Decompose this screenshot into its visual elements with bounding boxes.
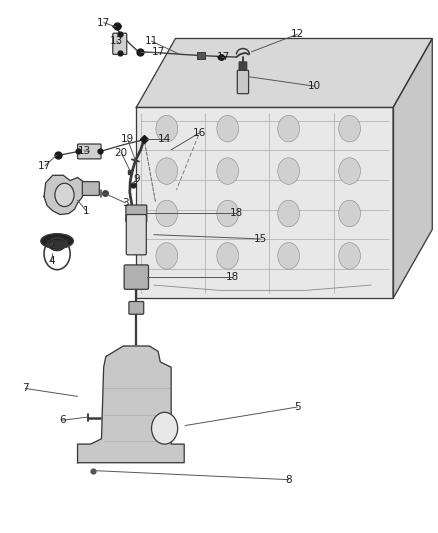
- FancyBboxPatch shape: [126, 205, 147, 222]
- Text: 5: 5: [294, 402, 300, 412]
- Text: 4: 4: [48, 256, 55, 266]
- Text: 17: 17: [97, 18, 110, 28]
- Text: 16: 16: [193, 128, 206, 138]
- Text: 14: 14: [158, 134, 171, 144]
- Polygon shape: [136, 38, 432, 108]
- FancyBboxPatch shape: [124, 265, 148, 289]
- Text: 9: 9: [133, 174, 140, 184]
- Polygon shape: [78, 346, 184, 463]
- Ellipse shape: [41, 233, 74, 248]
- Text: 15: 15: [254, 234, 267, 244]
- Polygon shape: [393, 38, 432, 298]
- Text: 18: 18: [230, 208, 243, 219]
- Text: 10: 10: [308, 81, 321, 91]
- Text: 11: 11: [145, 36, 158, 46]
- Text: 17: 17: [217, 52, 230, 62]
- Text: 17: 17: [38, 161, 52, 171]
- Circle shape: [339, 243, 360, 269]
- Circle shape: [152, 413, 178, 444]
- Text: 13: 13: [110, 36, 124, 46]
- FancyBboxPatch shape: [113, 33, 127, 54]
- Circle shape: [278, 200, 300, 227]
- Circle shape: [217, 200, 239, 227]
- Text: 12: 12: [291, 29, 304, 39]
- Circle shape: [217, 158, 239, 184]
- Circle shape: [339, 158, 360, 184]
- Circle shape: [339, 115, 360, 142]
- FancyBboxPatch shape: [82, 182, 99, 196]
- Text: 19: 19: [121, 134, 134, 144]
- Polygon shape: [136, 108, 393, 298]
- Text: 8: 8: [285, 475, 292, 484]
- Circle shape: [156, 158, 178, 184]
- Polygon shape: [47, 241, 67, 251]
- Text: 6: 6: [59, 415, 66, 425]
- Circle shape: [55, 183, 74, 207]
- FancyBboxPatch shape: [78, 144, 101, 159]
- Circle shape: [278, 158, 300, 184]
- Circle shape: [217, 115, 239, 142]
- FancyBboxPatch shape: [197, 52, 205, 59]
- Text: 18: 18: [226, 272, 239, 282]
- FancyBboxPatch shape: [126, 215, 146, 255]
- FancyBboxPatch shape: [129, 302, 144, 314]
- Circle shape: [156, 200, 178, 227]
- Text: 7: 7: [22, 383, 28, 393]
- Text: 3: 3: [122, 198, 129, 208]
- Circle shape: [278, 243, 300, 269]
- Text: 2: 2: [48, 241, 55, 252]
- Text: 17: 17: [152, 47, 165, 56]
- Polygon shape: [44, 175, 85, 215]
- FancyBboxPatch shape: [237, 70, 249, 94]
- Text: 13: 13: [78, 146, 91, 156]
- Circle shape: [339, 200, 360, 227]
- Circle shape: [156, 243, 178, 269]
- Circle shape: [278, 115, 300, 142]
- Circle shape: [217, 243, 239, 269]
- Text: 1: 1: [83, 206, 89, 216]
- Circle shape: [156, 115, 178, 142]
- FancyBboxPatch shape: [239, 62, 247, 70]
- Text: 20: 20: [114, 148, 127, 158]
